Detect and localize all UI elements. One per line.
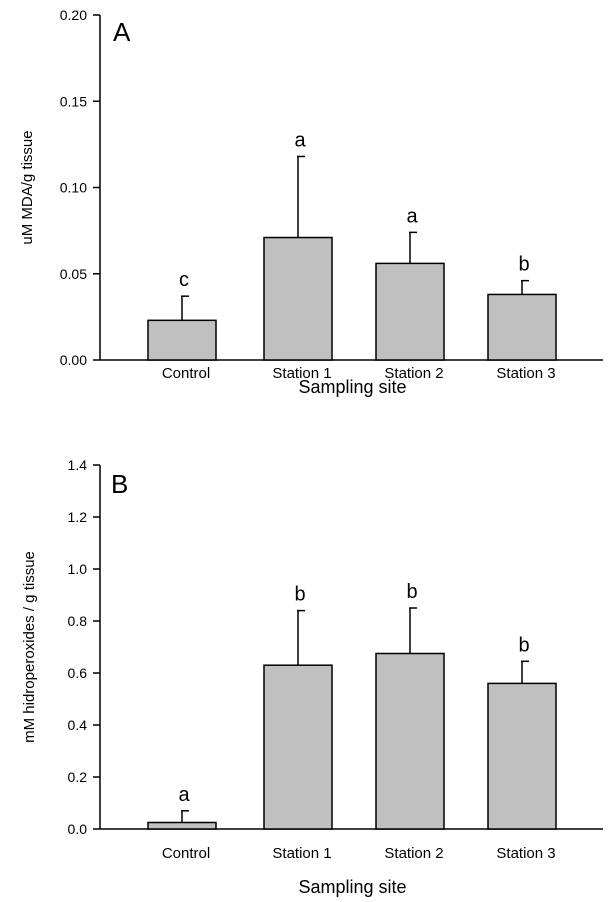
bar (147, 319, 217, 361)
significance-label: b (294, 584, 305, 606)
y-tick-label: 0.0 (68, 821, 88, 837)
category-label: Station 2 (384, 845, 443, 862)
bar (487, 293, 557, 361)
bar (375, 652, 445, 830)
significance-label: b (518, 254, 529, 276)
significance-label: a (406, 205, 418, 227)
y-tick-label: 1.0 (68, 561, 88, 577)
bar (147, 821, 217, 830)
significance-label: b (518, 634, 529, 656)
y-axis-title: uM MDA/g tissue (19, 130, 36, 244)
y-tick-label: 0.05 (60, 266, 87, 282)
significance-label: a (294, 129, 306, 151)
y-tick-label: 0.00 (60, 352, 87, 368)
y-tick-label: 0.20 (60, 7, 87, 23)
significance-label: c (179, 269, 189, 291)
bar (263, 664, 333, 830)
y-tick-label: 1.4 (68, 457, 88, 473)
y-tick-label: 0.15 (60, 93, 87, 109)
x-axis-title: Sampling site (298, 377, 406, 397)
y-tick-label: 0.8 (68, 613, 88, 629)
bar (487, 682, 557, 830)
chart-panel-b: 0.0 0.2 0.4 0.6 0.8 1.0 1.2 1.4 a Control b Station… (21, 457, 603, 897)
category-label: Control (162, 845, 210, 862)
category-label: Station 3 (496, 845, 555, 862)
bar (263, 236, 333, 361)
y-tick-label: 0.10 (60, 180, 87, 196)
category-label: Station 1 (272, 365, 331, 382)
category-label: Station 2 (384, 365, 443, 382)
panel-label: B (111, 469, 128, 499)
y-axis-title: mM hidroperoxides / g tissue (21, 551, 38, 743)
significance-label: b (406, 581, 417, 603)
x-axis-title: Sampling site (298, 877, 406, 897)
significance-label: a (178, 784, 190, 806)
y-tick-label: 0.6 (68, 665, 88, 681)
category-label: Control (162, 365, 210, 382)
y-tick-label: 1.2 (68, 509, 88, 525)
chart-panel-a: 0.00 0.05 0.10 0.15 0.20 c Control a Station 1 a S… (19, 7, 603, 397)
y-tick-label: 0.4 (68, 717, 88, 733)
category-label: Station 1 (272, 845, 331, 862)
panel-label: A (113, 17, 131, 47)
bar (375, 262, 445, 361)
y-tick-label: 0.2 (68, 769, 88, 785)
category-label: Station 3 (496, 365, 555, 382)
